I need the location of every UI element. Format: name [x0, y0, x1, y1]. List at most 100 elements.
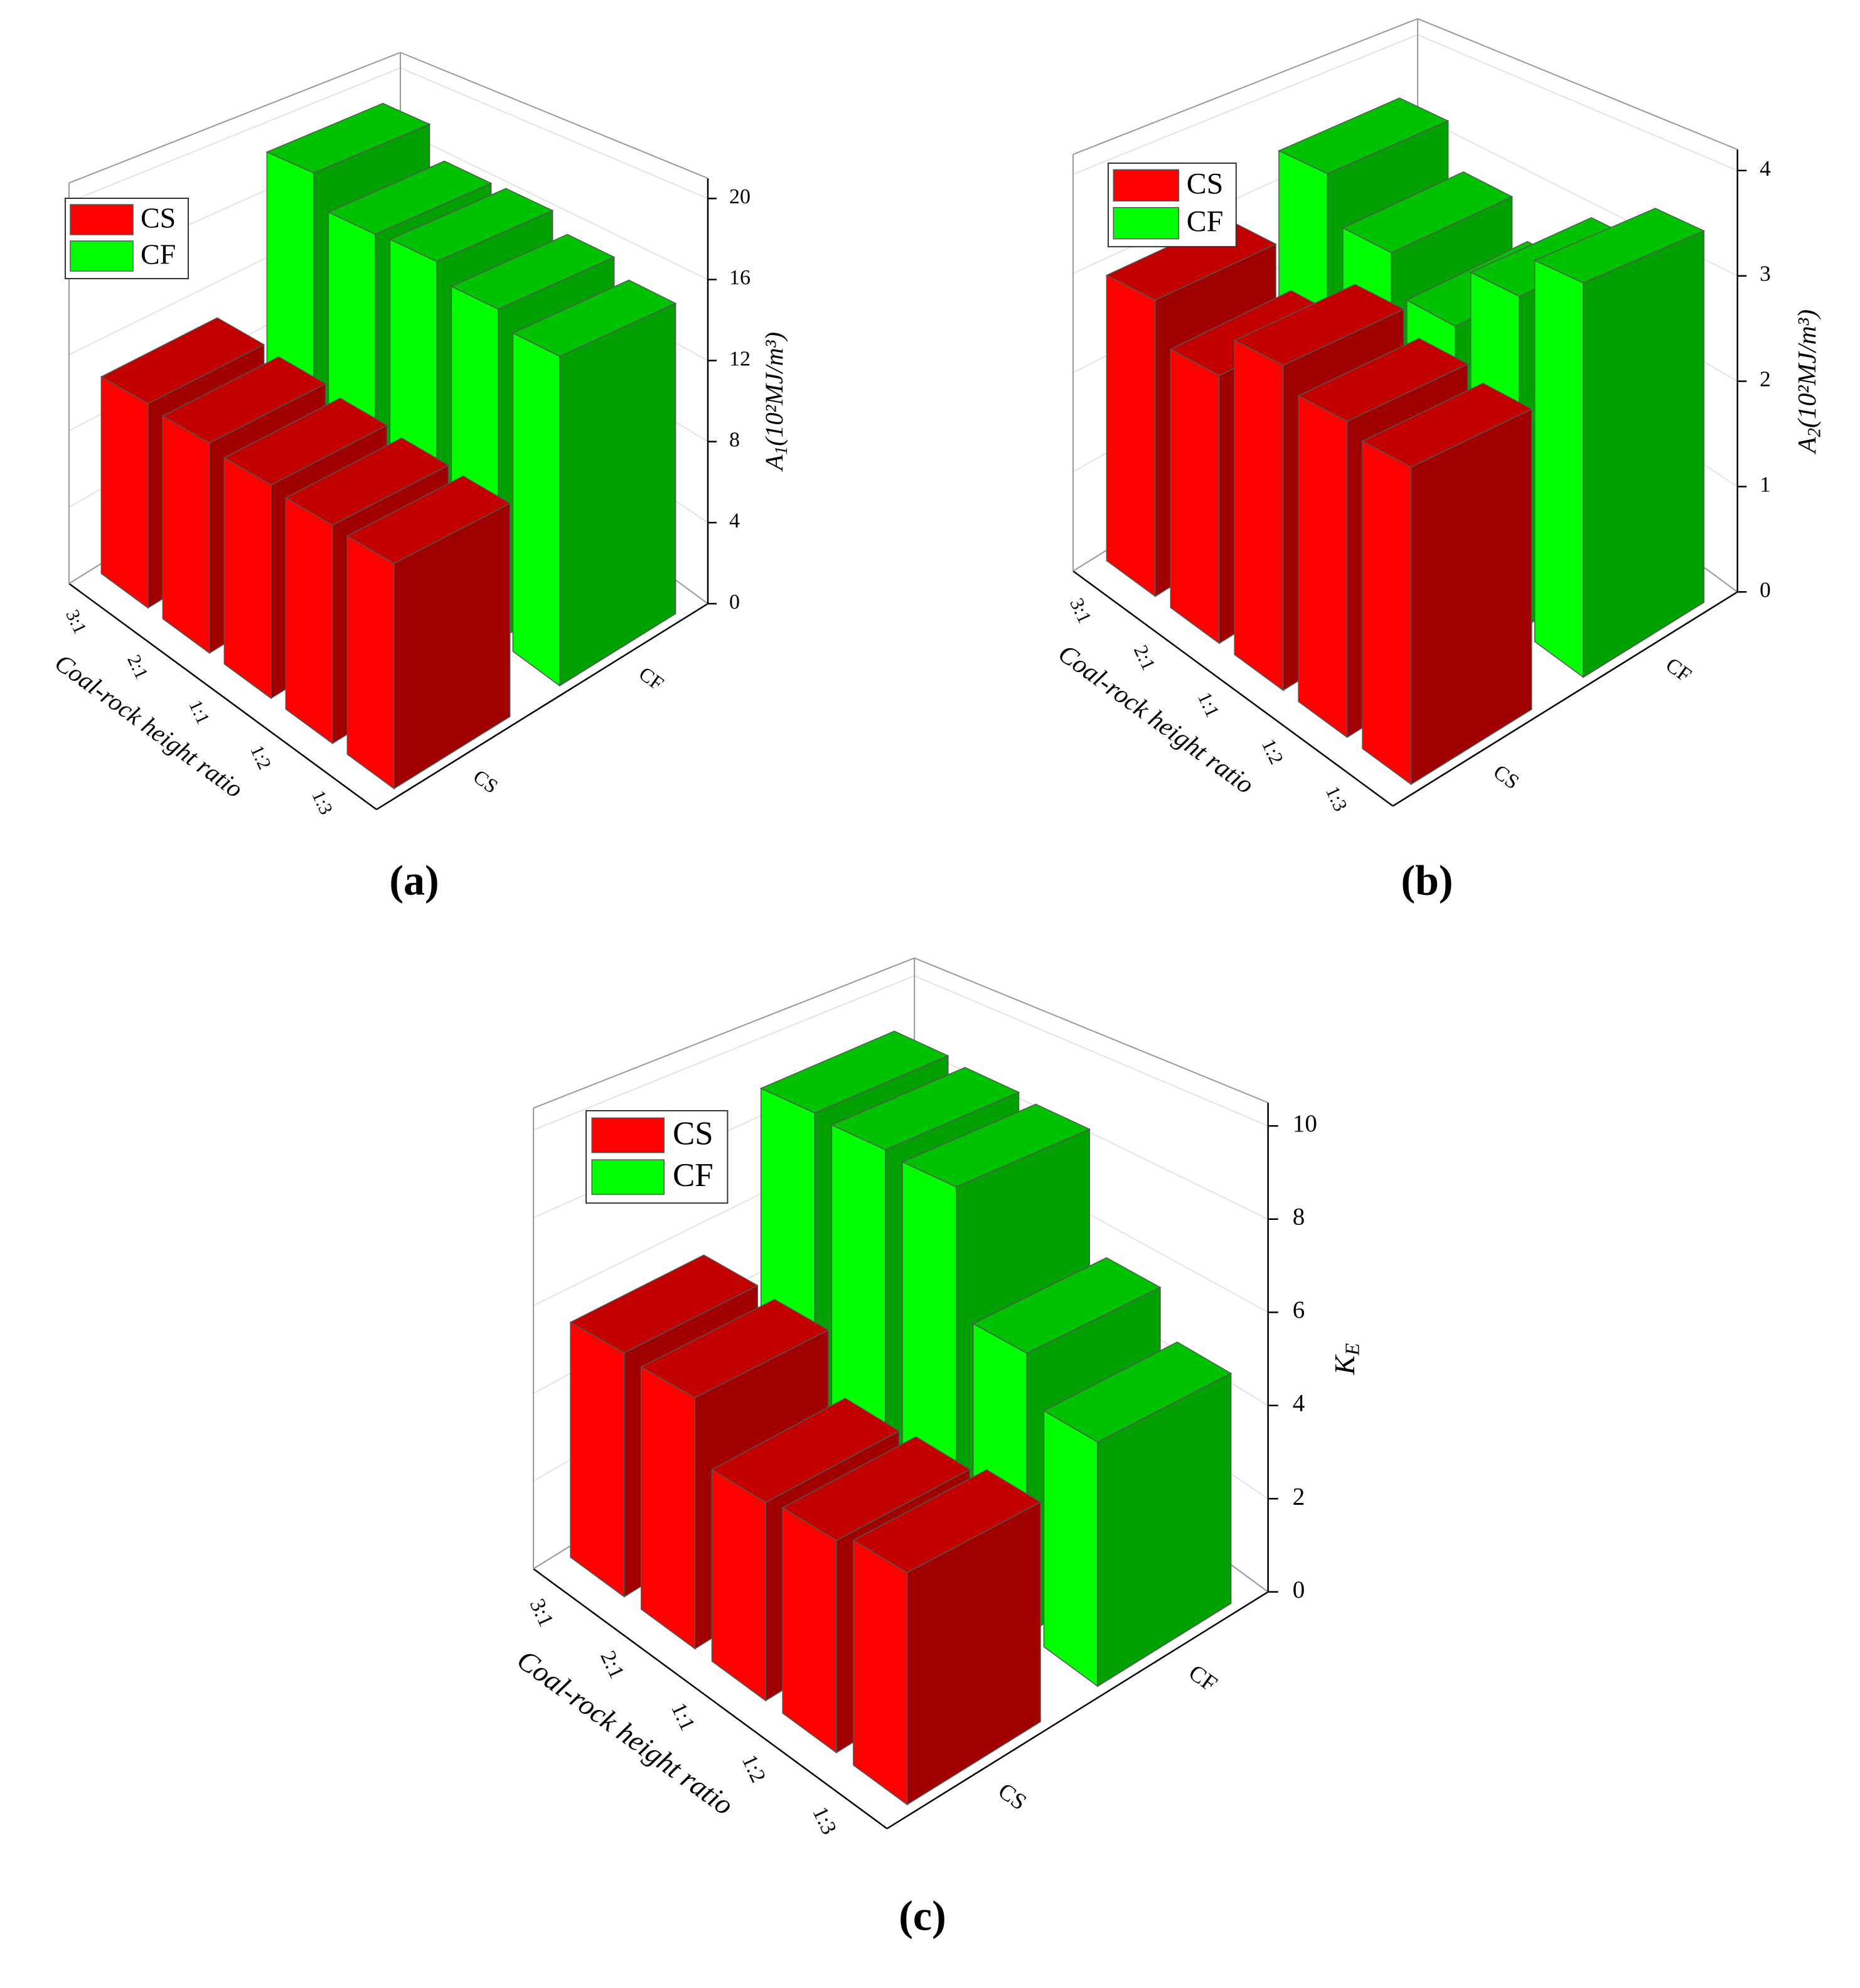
bar-front — [223, 457, 272, 700]
bar — [1533, 208, 1706, 678]
panel-label: (c) — [899, 1892, 946, 1940]
z-tick-label: 2 — [1760, 366, 1771, 392]
frame-line — [533, 957, 915, 1109]
bar-top — [161, 356, 327, 444]
z-tick-label: 2 — [1293, 1483, 1305, 1510]
axis-line — [376, 602, 708, 811]
z-axis-title: A2(10²MJ/m³) — [1792, 309, 1825, 455]
bar-top — [511, 279, 677, 357]
frame-line — [1417, 18, 1738, 151]
z-title-rest: (10²MJ/m³) — [1792, 309, 1822, 428]
bar — [511, 279, 677, 687]
bar-top — [759, 1030, 949, 1114]
z-tick-label: 20 — [729, 185, 751, 208]
z-tick-label: 10 — [1293, 1110, 1317, 1137]
legend-swatch — [70, 240, 134, 272]
bar-top — [1342, 171, 1514, 254]
x-tick-label: 1:1 — [184, 697, 213, 728]
x-tick-label: 2:1 — [123, 652, 152, 683]
bar-top — [327, 160, 493, 235]
bar-top — [640, 1298, 830, 1399]
series-axis-label: CS — [469, 765, 503, 798]
frame-line — [400, 51, 708, 179]
z-tick-label: 3 — [1760, 261, 1771, 286]
z-title-sub: E — [1341, 1343, 1364, 1356]
bar-top — [265, 102, 431, 174]
x-tick-label: 1:2 — [1258, 735, 1288, 767]
bar-side — [559, 302, 676, 687]
z-tick-label: 4 — [1293, 1390, 1305, 1417]
bar-side — [1410, 408, 1532, 786]
bar-front — [512, 332, 560, 687]
bar-top — [830, 1067, 1020, 1150]
bar-top — [1361, 382, 1533, 468]
x-tick-label: 1:1 — [666, 1699, 700, 1734]
z-tick-label: 4 — [1760, 156, 1771, 181]
legend-swatch — [1113, 169, 1180, 202]
legend-label: CF — [141, 238, 176, 270]
z-tick-label: 12 — [729, 347, 751, 370]
z-tick-label: 8 — [729, 429, 740, 452]
z-title-main: K — [1328, 1354, 1360, 1376]
bar — [346, 475, 511, 790]
z-title-sub: 2 — [1804, 428, 1824, 437]
z-title-rest: (10²MJ/m³) — [760, 332, 788, 446]
x-tick-label: 2:1 — [1130, 641, 1160, 673]
bar-top — [1042, 1341, 1232, 1443]
bar-front — [641, 1366, 696, 1650]
x-tick-label: 3:1 — [525, 1595, 559, 1630]
bar-top — [388, 188, 554, 262]
bar-front — [570, 1321, 625, 1598]
bar-top — [100, 317, 265, 404]
x-tick-label: 1:2 — [737, 1751, 771, 1786]
bar-front — [285, 497, 333, 745]
series-axis-label: CS — [1489, 760, 1524, 794]
legend-label: CS — [141, 202, 176, 234]
bar-side — [1583, 230, 1705, 678]
z-tick-label: 0 — [1293, 1576, 1305, 1603]
z-title-main: A — [1792, 437, 1821, 455]
legend-swatch — [1113, 206, 1180, 240]
legend-label: CS — [673, 1116, 714, 1152]
x-tick-label: 2:1 — [596, 1647, 629, 1682]
z-axis-title: A1(10²MJ/m³) — [760, 332, 791, 472]
z-tick-label: 4 — [729, 510, 740, 533]
z-tick-label: 0 — [1760, 577, 1771, 602]
frame-line — [68, 51, 401, 184]
bar-front — [853, 1539, 908, 1806]
series-axis-label: CF — [635, 662, 668, 695]
bar-top — [972, 1257, 1162, 1354]
bar-front — [711, 1468, 766, 1702]
axis-line — [1072, 570, 1394, 807]
z-tick-label: 1 — [1760, 472, 1771, 497]
x-tick-label: 1:1 — [1194, 688, 1224, 720]
z-tick-label: 8 — [1293, 1204, 1305, 1231]
bar-top — [569, 1254, 759, 1354]
panel-label: (a) — [389, 857, 439, 904]
bar-top — [346, 475, 511, 564]
bar-front — [1106, 274, 1156, 597]
x-tick-label: 1:3 — [307, 788, 336, 818]
bar-front — [100, 376, 149, 609]
x-tick-label: 1:3 — [808, 1803, 841, 1838]
bar-top — [284, 437, 450, 526]
legend-label: CF — [673, 1157, 714, 1194]
series-axis-label: CS — [993, 1778, 1032, 1815]
legend-label: CS — [1187, 167, 1224, 200]
z-title-sub: 1 — [772, 446, 791, 455]
bar-front — [162, 415, 210, 655]
panel: 01234A2(10²MJ/m³)3:12:11:11:21:3Coal-roc… — [1053, 18, 1825, 904]
bar-top — [450, 233, 616, 310]
bar-front — [1234, 339, 1284, 692]
bar-top — [1297, 338, 1469, 422]
x-tick-label: 1:2 — [246, 742, 275, 773]
bar — [1361, 382, 1533, 786]
z-title-main: A — [760, 454, 788, 472]
axis-line — [886, 1591, 1269, 1830]
bar — [852, 1469, 1042, 1806]
bar-top — [852, 1469, 1042, 1573]
bar-front — [1362, 440, 1412, 786]
legend-label: CF — [1187, 205, 1224, 238]
